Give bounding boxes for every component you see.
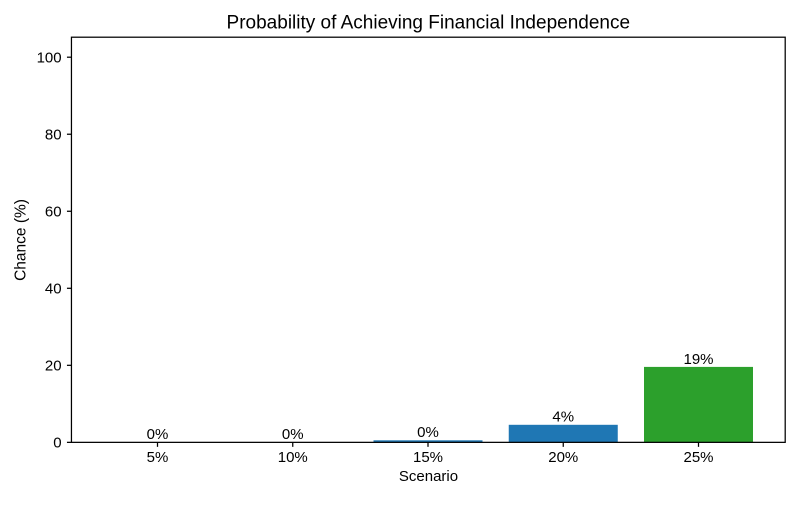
svg-text:Chance (%): Chance (%) xyxy=(13,199,30,281)
svg-text:80: 80 xyxy=(45,126,62,143)
svg-text:Probability of Achieving Finan: Probability of Achieving Financial Indep… xyxy=(227,13,631,34)
svg-text:20%: 20% xyxy=(548,449,578,466)
svg-text:0%: 0% xyxy=(147,426,169,443)
svg-text:5%: 5% xyxy=(147,449,169,466)
svg-text:10%: 10% xyxy=(278,449,308,466)
svg-text:25%: 25% xyxy=(683,449,713,466)
svg-text:0%: 0% xyxy=(417,424,439,441)
svg-text:15%: 15% xyxy=(413,449,443,466)
svg-text:60: 60 xyxy=(45,203,62,220)
svg-text:100: 100 xyxy=(37,49,62,66)
svg-text:Scenario: Scenario xyxy=(399,468,458,485)
svg-text:40: 40 xyxy=(45,280,62,297)
svg-text:20: 20 xyxy=(45,357,62,374)
svg-text:4%: 4% xyxy=(552,409,574,426)
svg-text:19%: 19% xyxy=(683,351,713,368)
svg-text:0: 0 xyxy=(53,434,61,451)
svg-text:0%: 0% xyxy=(282,426,304,443)
